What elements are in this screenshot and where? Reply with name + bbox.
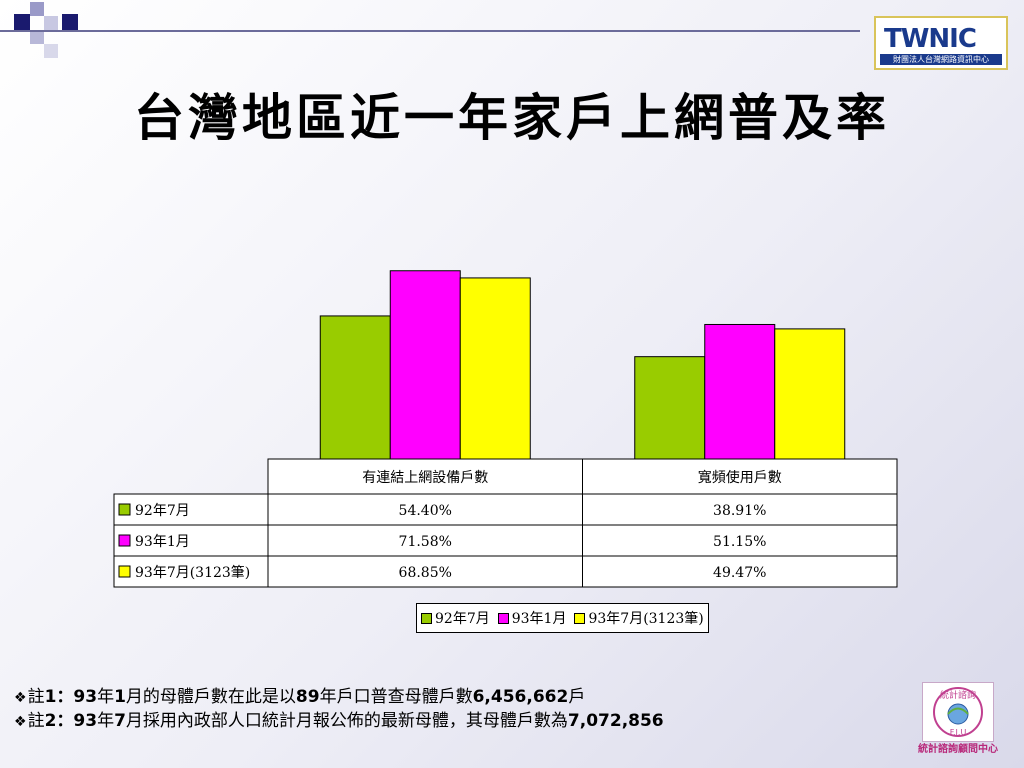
series-swatch xyxy=(118,503,131,516)
decor-square xyxy=(62,14,78,30)
category-label: 有連結上網設備戶數 xyxy=(362,470,488,486)
bar xyxy=(389,270,461,460)
legend-swatch xyxy=(421,612,432,624)
category-label: 寬頻使用戶數 xyxy=(698,469,782,486)
legend-label: 92年7月 xyxy=(435,611,490,627)
data-label: 68.85% xyxy=(399,565,452,581)
table-body xyxy=(113,493,898,588)
seal-graphic: 統計諮詢 F.J.U xyxy=(933,687,983,737)
header-rule xyxy=(0,30,860,32)
footnotes: ❖註1：93年1月的母體戶數在此是以89年戶口普查母體戶數6,456,662戶 … xyxy=(14,686,664,734)
bar xyxy=(459,277,531,460)
bar xyxy=(319,315,391,460)
bar xyxy=(704,323,776,460)
svg-text:統計諮詢: 統計諮詢 xyxy=(940,689,976,701)
diamond-bullet-icon: ❖ xyxy=(14,690,27,706)
series-label: 93年7月(3123筆) xyxy=(135,565,250,581)
data-label: 49.47% xyxy=(713,565,766,581)
legend-swatch xyxy=(574,612,586,624)
legend-swatch xyxy=(497,612,509,624)
legend-label: 93年7月(3123筆) xyxy=(588,611,704,627)
page-title: 台灣地區近一年家戶上網普及率 xyxy=(134,88,890,147)
decor-square xyxy=(14,14,30,30)
data-label: 38.91% xyxy=(713,503,766,519)
logo-name: TWNIC xyxy=(884,24,977,54)
decor-square xyxy=(30,2,44,16)
seal-caption: 統計諮詢顧問中心 xyxy=(918,744,998,755)
chart-legend: 92年7月 93年1月 93年7月(3123筆) xyxy=(416,603,709,633)
decor-square xyxy=(44,44,58,58)
series-swatch xyxy=(118,565,131,578)
legend-item: 93年7月(3123筆) xyxy=(574,608,704,628)
series-swatch xyxy=(118,534,131,547)
decor-square xyxy=(30,30,44,44)
twnic-logo: TWNIC 財團法人台灣網路資訊中心 xyxy=(874,16,1008,70)
bar xyxy=(774,328,846,460)
footnote-1: ❖註1：93年1月的母體戶數在此是以89年戶口普查母體戶數6,456,662戶 xyxy=(14,687,586,707)
fju-seal-logo: 統計諮詢 F.J.U xyxy=(922,682,994,742)
data-label: 71.58% xyxy=(399,534,452,550)
decor-square xyxy=(44,16,58,30)
svg-text:F.J.U: F.J.U xyxy=(950,728,967,737)
series-label: 93年1月 xyxy=(135,534,190,550)
footnote-2: ❖註2：93年7月採用內政部人口統計月報公佈的最新母體，其母體戶數為7,072,… xyxy=(14,711,664,731)
legend-label: 93年1月 xyxy=(511,611,567,627)
legend-item: 93年1月 xyxy=(497,608,567,628)
logo-subtitle: 財團法人台灣網路資訊中心 xyxy=(880,54,1002,65)
legend-item: 92年7月 xyxy=(421,608,490,628)
data-label: 51.15% xyxy=(713,534,766,550)
data-label: 54.40% xyxy=(399,503,452,519)
series-label: 92年7月 xyxy=(135,503,190,519)
bar xyxy=(634,356,706,460)
diamond-bullet-icon: ❖ xyxy=(14,714,27,730)
